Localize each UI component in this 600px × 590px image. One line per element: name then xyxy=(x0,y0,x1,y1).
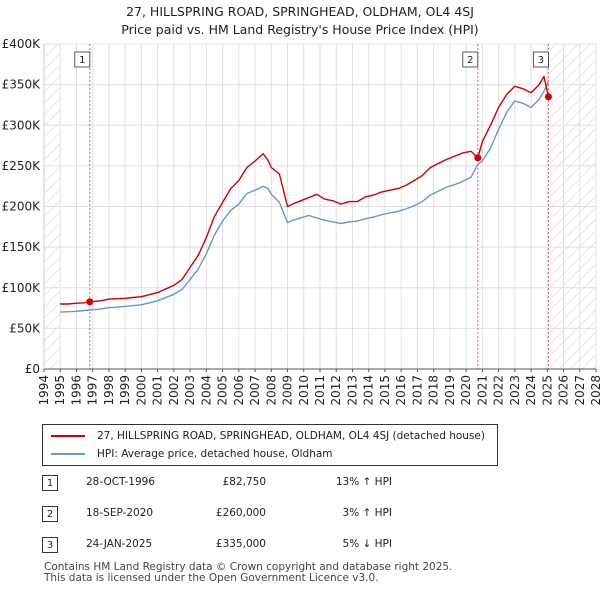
y-tick-label: £300K xyxy=(2,118,42,132)
legend-item-hpi: HPI: Average price, detached house, Oldh… xyxy=(51,445,333,463)
x-tick-label: 2021 xyxy=(475,375,489,406)
y-tick-label: £150K xyxy=(2,240,42,254)
transaction-row: 3 24-JAN-2025 £335,000 5% ↓ HPI xyxy=(42,536,492,556)
transaction-hpi: 5% ↓ HPI xyxy=(342,538,392,550)
y-tick-label: £100K xyxy=(2,281,42,295)
transaction-price: £260,000 xyxy=(215,507,266,519)
y-tick-label: £200K xyxy=(2,200,42,214)
x-tick-label: 2012 xyxy=(329,375,343,406)
x-tick-label: 1998 xyxy=(102,375,116,406)
x-tick-label: 1995 xyxy=(53,375,67,406)
x-tick-label: 2015 xyxy=(378,375,392,406)
sale-point xyxy=(544,93,552,101)
x-tick-label: 2019 xyxy=(443,375,457,406)
x-tick-label: 1997 xyxy=(86,375,100,406)
x-tick-label: 2024 xyxy=(524,375,538,406)
sale-marker-box xyxy=(462,51,479,68)
chart-title: 27, HILLSPRING ROAD, SPRINGHEAD, OLDHAM,… xyxy=(126,4,474,19)
x-tick-label: 2002 xyxy=(167,375,181,406)
transaction-date: 24-JAN-2025 xyxy=(86,538,153,550)
sale-marker-box xyxy=(533,51,549,68)
x-tick-label: 2016 xyxy=(394,375,408,406)
transaction-hpi: 13% ↑ HPI xyxy=(335,476,392,488)
x-tick-label: 2022 xyxy=(492,375,506,406)
sale-marker-label: 1 xyxy=(79,55,85,66)
x-tick-label: 2014 xyxy=(362,375,376,406)
x-tick-label: 2025 xyxy=(540,375,554,406)
x-tick-label: 2003 xyxy=(183,375,197,406)
x-tick-label: 2005 xyxy=(216,375,230,406)
transaction-row: 1 28-OCT-1996 £82,750 13% ↑ HPI xyxy=(42,474,492,494)
x-tick-label: 2007 xyxy=(248,375,262,406)
transaction-price: £82,750 xyxy=(222,476,266,488)
price-chart: 1 2 3 £0 £50K £100K £150K £200K £250K £300K £350K… xyxy=(2,37,600,406)
legend-label-property: 27, HILLSPRING ROAD, SPRINGHEAD, OLDHAM,… xyxy=(97,430,485,442)
chart-subtitle: Price paid vs. HM Land Registry's House … xyxy=(121,22,479,37)
x-tick-label: 2000 xyxy=(134,375,148,406)
transaction-price: £335,000 xyxy=(215,538,266,550)
y-tick-label: £400K xyxy=(2,37,42,51)
y-tick-label: £350K xyxy=(2,78,42,92)
x-tick-label: 2010 xyxy=(297,375,311,406)
footer-licence: This data is licensed under the Open Gov… xyxy=(44,572,379,584)
x-tick-label: 2026 xyxy=(557,375,571,406)
footer-copyright: Contains HM Land Registry data © Crown c… xyxy=(44,561,453,573)
x-tick-label: 2023 xyxy=(508,375,522,406)
x-tick-label: 2013 xyxy=(345,375,359,406)
legend: 27, HILLSPRING ROAD, SPRINGHEAD, OLDHAM,… xyxy=(42,424,498,466)
sale-marker-label: 3 xyxy=(538,55,544,66)
sale-marker-box xyxy=(74,51,91,68)
x-tick-label: 1994 xyxy=(37,375,51,406)
x-tick-label: 2001 xyxy=(151,375,165,406)
transaction-badge: 2 xyxy=(42,506,58,522)
sale-point xyxy=(86,298,94,306)
x-tick-label: 2006 xyxy=(232,375,246,406)
legend-item-property: 27, HILLSPRING ROAD, SPRINGHEAD, OLDHAM,… xyxy=(51,427,485,445)
sale-marker-label: 2 xyxy=(467,55,473,66)
legend-swatch-property xyxy=(51,435,85,437)
x-tick-label: 1999 xyxy=(118,375,132,406)
y-tick-label: £0 xyxy=(25,362,40,376)
x-tick-label: 2027 xyxy=(573,375,587,406)
y-tick-label: £250K xyxy=(2,159,42,173)
y-tick-label: £50K xyxy=(9,321,41,335)
x-tick-label: 2017 xyxy=(410,375,424,406)
x-tick-label: 2020 xyxy=(459,375,473,406)
x-tick-label: 2008 xyxy=(264,375,278,406)
transaction-row: 2 18-SEP-2020 £260,000 3% ↑ HPI xyxy=(42,505,492,525)
x-tick-label: 2011 xyxy=(313,375,327,406)
x-tick-label: 2009 xyxy=(281,375,295,406)
x-tick-label: 1996 xyxy=(69,375,83,406)
transaction-hpi: 3% ↑ HPI xyxy=(342,507,392,519)
legend-swatch-hpi xyxy=(51,453,85,455)
transaction-badge: 3 xyxy=(42,537,58,553)
x-tick-label: 2018 xyxy=(427,375,441,406)
x-tick-label: 2004 xyxy=(199,375,213,406)
x-tick-label: 2028 xyxy=(589,375,600,406)
transaction-badge: 1 xyxy=(42,475,58,491)
sale-point xyxy=(474,154,482,162)
transaction-date: 18-SEP-2020 xyxy=(86,507,154,519)
legend-label-hpi: HPI: Average price, detached house, Oldh… xyxy=(97,448,333,460)
series-line-hpi xyxy=(60,81,550,313)
transaction-date: 28-OCT-1996 xyxy=(86,476,155,488)
